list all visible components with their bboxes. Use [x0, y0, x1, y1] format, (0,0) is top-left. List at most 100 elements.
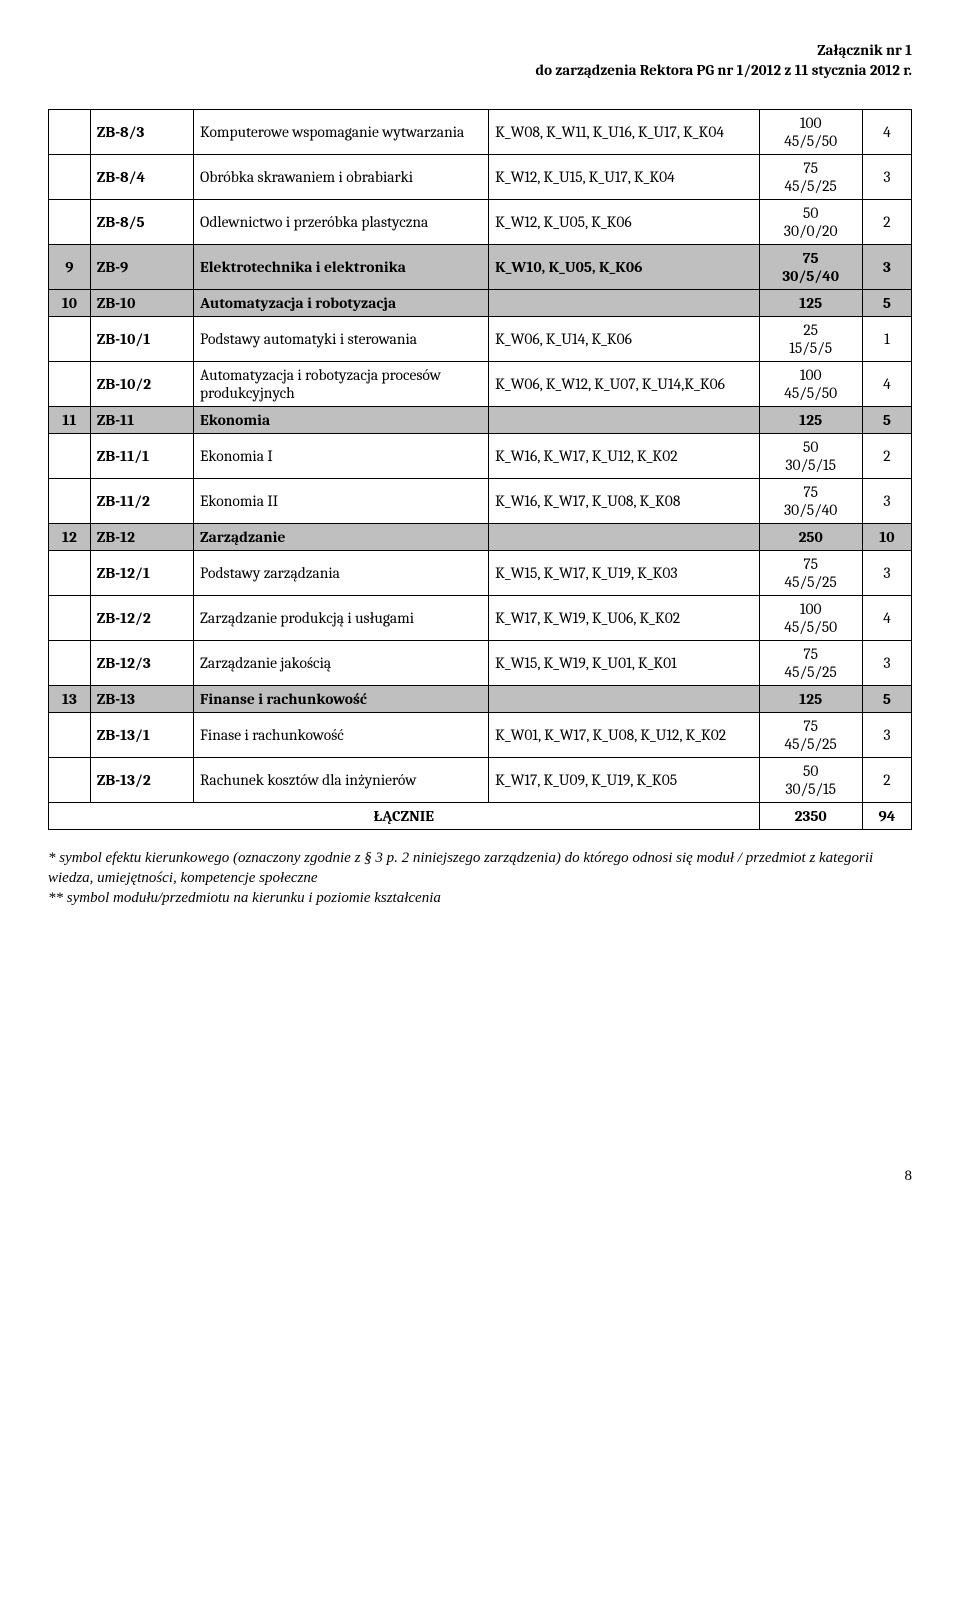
footnote-2: ** symbol modułu/przedmiotu na kierunku … [48, 888, 912, 908]
table-row: ZB-12/1Podstawy zarządzaniaK_W15, K_W17,… [49, 550, 912, 595]
row-effect-codes: K_W06, K_W12, K_U07, K_U14,K_K06 [489, 361, 759, 406]
row-code: ZB-12 [90, 523, 193, 550]
row-ects: 3 [862, 712, 911, 757]
footnotes: * symbol efektu kierunkowego (oznaczony … [48, 848, 912, 909]
row-effect-codes: K_W12, K_U05, K_K06 [489, 199, 759, 244]
total-hours: 2350 [759, 802, 862, 829]
row-hours: 10045/5/50 [759, 361, 862, 406]
row-hours: 7530/5/40 [759, 244, 862, 289]
table-row: 11ZB-11Ekonomia1255 [49, 406, 912, 433]
table-row: 13ZB-13Finanse i rachunkowość 1255 [49, 685, 912, 712]
row-hours: 7545/5/25 [759, 640, 862, 685]
row-number: 13 [49, 685, 91, 712]
row-name: Ekonomia I [194, 433, 489, 478]
row-ects: 5 [862, 685, 911, 712]
row-ects: 4 [862, 109, 911, 154]
row-name: Finase i rachunkowość [194, 712, 489, 757]
row-ects: 3 [862, 154, 911, 199]
row-number [49, 640, 91, 685]
row-name: Ekonomia II [194, 478, 489, 523]
row-number [49, 595, 91, 640]
row-name: Obróbka skrawaniem i obrabiarki [194, 154, 489, 199]
document-header: Załącznik nr 1 do zarządzenia Rektora PG… [48, 40, 912, 81]
row-number [49, 550, 91, 595]
row-number [49, 154, 91, 199]
row-effect-codes: K_W06, K_U14, K_K06 [489, 316, 759, 361]
table-row: ZB-12/2Zarządzanie produkcją i usługamiK… [49, 595, 912, 640]
row-code: ZB-13 [90, 685, 193, 712]
row-name: Elektrotechnika i elektronika [194, 244, 489, 289]
row-hours: 125 [759, 685, 862, 712]
row-hours: 125 [759, 406, 862, 433]
row-code: ZB-10/2 [90, 361, 193, 406]
row-code: ZB-8/3 [90, 109, 193, 154]
row-ects: 1 [862, 316, 911, 361]
row-code: ZB-10/1 [90, 316, 193, 361]
row-ects: 3 [862, 640, 911, 685]
row-ects: 2 [862, 757, 911, 802]
row-number [49, 199, 91, 244]
total-ects: 94 [862, 802, 911, 829]
total-label: ŁĄCZNIE [49, 802, 760, 829]
row-code: ZB-10 [90, 289, 193, 316]
page-number: 8 [48, 1168, 912, 1185]
row-code: ZB-12/3 [90, 640, 193, 685]
row-code: ZB-11/1 [90, 433, 193, 478]
row-number [49, 757, 91, 802]
row-code: ZB-11/2 [90, 478, 193, 523]
row-ects: 3 [862, 478, 911, 523]
table-row: ZB-13/1Finase i rachunkowośćK_W01, K_W17… [49, 712, 912, 757]
row-hours: 10045/5/50 [759, 595, 862, 640]
row-code: ZB-12/2 [90, 595, 193, 640]
row-code: ZB-13/1 [90, 712, 193, 757]
row-number [49, 109, 91, 154]
row-name: Zarządzanie jakością [194, 640, 489, 685]
row-effect-codes: K_W12, K_U15, K_U17, K_K04 [489, 154, 759, 199]
row-effect-codes [489, 523, 759, 550]
table-row: ZB-10/1Podstawy automatyki i sterowaniaK… [49, 316, 912, 361]
row-number [49, 478, 91, 523]
row-name: Finanse i rachunkowość [194, 685, 489, 712]
row-effect-codes: K_W16, K_W17, K_U12, K_K02 [489, 433, 759, 478]
table-row: 10ZB-10Automatyzacja i robotyzacja1255 [49, 289, 912, 316]
row-number: 11 [49, 406, 91, 433]
row-effect-codes: K_W08, K_W11, K_U16, K_U17, K_K04 [489, 109, 759, 154]
table-row: 9ZB-9Elektrotechnika i elektronikaK_W10,… [49, 244, 912, 289]
row-effect-codes: K_W01, K_W17, K_U08, K_U12, K_K02 [489, 712, 759, 757]
row-code: ZB-8/5 [90, 199, 193, 244]
row-number [49, 316, 91, 361]
table-row: ZB-11/2Ekonomia IIK_W16, K_W17, K_U08, K… [49, 478, 912, 523]
row-ects: 4 [862, 595, 911, 640]
row-effect-codes: K_W15, K_W19, K_U01, K_K01 [489, 640, 759, 685]
row-effect-codes: K_W10, K_U05, K_K06 [489, 244, 759, 289]
row-hours: 7530/5/40 [759, 478, 862, 523]
row-name: Podstawy automatyki i sterowania [194, 316, 489, 361]
row-number: 10 [49, 289, 91, 316]
row-effect-codes: K_W17, K_U09, K_U19, K_K05 [489, 757, 759, 802]
row-name: Automatyzacja i robotyzacja [194, 289, 489, 316]
row-name: Ekonomia [194, 406, 489, 433]
row-number [49, 361, 91, 406]
row-hours: 5030/5/15 [759, 757, 862, 802]
table-row: ZB-10/2Automatyzacja i robotyzacja proce… [49, 361, 912, 406]
row-name: Podstawy zarządzania [194, 550, 489, 595]
row-ects: 3 [862, 244, 911, 289]
row-effect-codes [489, 406, 759, 433]
row-hours: 7545/5/25 [759, 154, 862, 199]
row-hours: 7545/5/25 [759, 712, 862, 757]
table-row: ZB-8/5Odlewnictwo i przeróbka plastyczna… [49, 199, 912, 244]
row-effect-codes [489, 685, 759, 712]
table-row: ZB-13/2Rachunek kosztów dla inżynierówK_… [49, 757, 912, 802]
row-name: Komputerowe wspomaganie wytwarzania [194, 109, 489, 154]
header-line-1: Załącznik nr 1 [48, 40, 912, 60]
row-hours: 7545/5/25 [759, 550, 862, 595]
row-code: ZB-11 [90, 406, 193, 433]
header-line-2: do zarządzenia Rektora PG nr 1/2012 z 11… [48, 60, 912, 80]
modules-table: ZB-8/3Komputerowe wspomaganie wytwarzani… [48, 109, 912, 830]
row-number [49, 433, 91, 478]
row-ects: 4 [862, 361, 911, 406]
row-code: ZB-12/1 [90, 550, 193, 595]
row-ects: 2 [862, 199, 911, 244]
table-row: ZB-8/4Obróbka skrawaniem i obrabiarkiK_W… [49, 154, 912, 199]
row-ects: 10 [862, 523, 911, 550]
